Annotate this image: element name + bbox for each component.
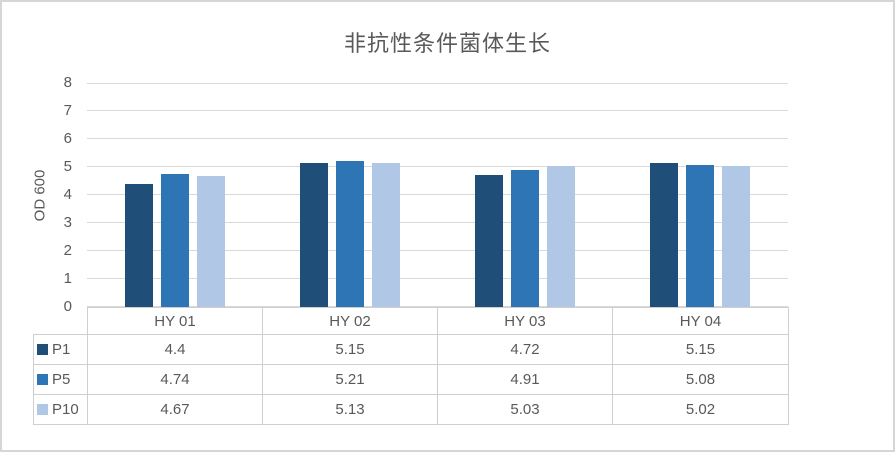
legend-marker-P5 bbox=[37, 374, 48, 385]
table-corner-blank bbox=[33, 307, 88, 335]
table-value-P5-HY-04: 5.08 bbox=[612, 364, 789, 395]
gridline-y-8 bbox=[87, 83, 788, 84]
gridline-y-3 bbox=[87, 222, 788, 223]
table-value-P1-HY-01: 4.4 bbox=[87, 334, 263, 365]
y-tick-label-8: 8 bbox=[63, 74, 72, 91]
bar-P10-HY-01 bbox=[196, 176, 225, 307]
gridline-y-1 bbox=[87, 278, 788, 279]
gridline-y-2 bbox=[87, 250, 788, 251]
y-tick-label-1: 1 bbox=[63, 270, 72, 287]
table-value-P5-HY-02: 5.21 bbox=[262, 364, 438, 395]
bar-group-HY-02 bbox=[262, 83, 437, 307]
legend-marker-P1 bbox=[37, 344, 48, 355]
legend-label-P1: P1 bbox=[52, 341, 71, 358]
bar-P1-HY-04 bbox=[650, 163, 679, 307]
gridline-y-6 bbox=[87, 138, 788, 139]
table-header-HY-04: HY 04 bbox=[612, 307, 789, 335]
bar-P10-HY-04 bbox=[722, 166, 751, 307]
data-table: HY 01 HY 02 HY 03 HY 04 P1 4.4 5.15 4.72 5.15 P5 4… bbox=[33, 307, 789, 425]
y-tick-label-4: 4 bbox=[63, 186, 72, 203]
table-value-P1-HY-02: 5.15 bbox=[262, 334, 438, 365]
y-tick-label-2: 2 bbox=[63, 242, 72, 259]
bar-P5-HY-02 bbox=[335, 161, 364, 307]
bar-P10-HY-02 bbox=[371, 163, 400, 307]
chart-title: 非抗性条件菌体生长 bbox=[343, 31, 551, 56]
y-tick-label-0: 0 bbox=[63, 298, 72, 315]
y-tick-label-3: 3 bbox=[63, 214, 72, 231]
legend-label-P10: P10 bbox=[52, 401, 79, 418]
legend-label-P5: P5 bbox=[52, 371, 71, 388]
legend-key-P10: P10 bbox=[33, 394, 88, 425]
table-row-P10: P10 4.67 5.13 5.03 5.02 bbox=[33, 394, 789, 425]
bar-P10-HY-03 bbox=[547, 166, 576, 307]
table-value-P10-HY-03: 5.03 bbox=[437, 394, 613, 425]
table-header-row: HY 01 HY 02 HY 03 HY 04 bbox=[33, 307, 789, 335]
plot-area bbox=[87, 83, 788, 307]
y-tick-label-7: 7 bbox=[63, 102, 72, 119]
table-value-P10-HY-01: 4.67 bbox=[87, 394, 263, 425]
table-value-P1-HY-04: 5.15 bbox=[612, 334, 789, 365]
gridline-y-5 bbox=[87, 166, 788, 167]
bar-P5-HY-01 bbox=[160, 174, 189, 307]
bar-P5-HY-03 bbox=[511, 170, 540, 307]
legend-key-P5: P5 bbox=[33, 364, 88, 395]
table-value-P10-HY-02: 5.13 bbox=[262, 394, 438, 425]
gridline-y-0 bbox=[87, 306, 788, 307]
y-tick-label-5: 5 bbox=[63, 158, 72, 175]
table-header-HY-03: HY 03 bbox=[437, 307, 613, 335]
bar-group-HY-04 bbox=[613, 83, 788, 307]
table-value-P5-HY-03: 4.91 bbox=[437, 364, 613, 395]
bar-P1-HY-01 bbox=[124, 184, 153, 307]
bar-group-HY-01 bbox=[87, 83, 262, 307]
table-value-P5-HY-01: 4.74 bbox=[87, 364, 263, 395]
gridline-y-4 bbox=[87, 194, 788, 195]
bar-group-HY-03 bbox=[438, 83, 613, 307]
table-value-P1-HY-03: 4.72 bbox=[437, 334, 613, 365]
legend-key-P1: P1 bbox=[33, 334, 88, 365]
bar-P1-HY-03 bbox=[475, 175, 504, 307]
table-header-HY-01: HY 01 bbox=[87, 307, 263, 335]
bar-P1-HY-02 bbox=[299, 163, 328, 307]
legend-marker-P10 bbox=[37, 404, 48, 415]
table-value-P10-HY-04: 5.02 bbox=[612, 394, 789, 425]
table-header-HY-02: HY 02 bbox=[262, 307, 438, 335]
bar-P5-HY-04 bbox=[686, 165, 715, 307]
gridline-y-7 bbox=[87, 110, 788, 111]
table-row-P1: P1 4.4 5.15 4.72 5.15 bbox=[33, 334, 789, 365]
y-tick-label-6: 6 bbox=[63, 130, 72, 147]
table-row-P5: P5 4.74 5.21 4.91 5.08 bbox=[33, 364, 789, 395]
